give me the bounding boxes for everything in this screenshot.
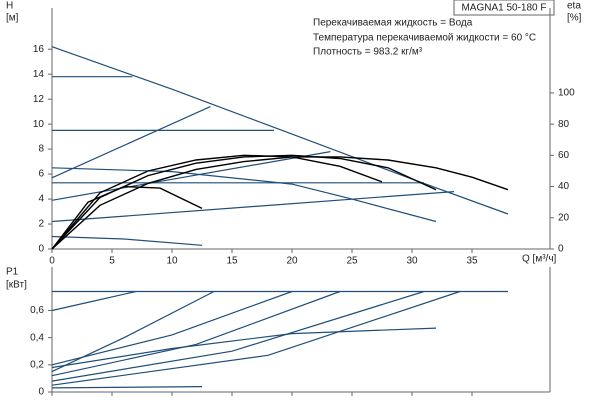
x-tick-label: 35: [466, 256, 478, 267]
annotation: Температура перекачиваемой жидкости = 60…: [313, 33, 536, 44]
y-label: P1: [6, 267, 19, 278]
y-tick-label: 0: [38, 244, 44, 255]
y-unit: [м]: [6, 13, 19, 24]
curve: [51, 167, 437, 223]
annotation: Плотность = 983.2 кг/м³: [313, 47, 423, 58]
title-box: [453, 0, 555, 16]
curve: [51, 154, 383, 250]
y-tick-label: 12: [33, 94, 45, 105]
y-tick-label: 6: [38, 169, 44, 180]
y2-tick-label: 20: [558, 212, 570, 223]
x-tick-label: 0: [49, 256, 55, 267]
curve: [51, 290, 461, 386]
curve: [51, 151, 331, 201]
y2-tick-label: 100: [558, 88, 575, 99]
curve: [51, 156, 509, 250]
y-tick-label: 10: [33, 119, 45, 130]
curve: [51, 106, 211, 179]
x-tick-label: 25: [346, 256, 358, 267]
curve: [51, 290, 137, 312]
curve: [51, 46, 509, 215]
y2-unit: [%]: [567, 13, 582, 24]
curve: [51, 235, 203, 246]
curve: [51, 290, 425, 382]
curve: [51, 290, 215, 373]
y-tick-label: 0: [38, 387, 44, 398]
curve: [51, 327, 437, 369]
y-tick-label: 4: [38, 194, 44, 205]
x-label: Q [м³/ч]: [522, 254, 557, 265]
y2-tick-label: 60: [558, 150, 570, 161]
curve: [51, 386, 203, 389]
x-tick-label: 10: [166, 256, 178, 267]
y-tick-label: 0,2: [30, 359, 44, 370]
curve: [51, 290, 341, 377]
y-tick-label: 14: [33, 69, 45, 80]
y2-tick-label: 80: [558, 119, 570, 130]
y2-label: eta: [567, 1, 581, 12]
y-tick-label: 2: [38, 219, 44, 230]
y-tick-label: 16: [33, 44, 45, 55]
x-tick-label: 5: [109, 256, 115, 267]
curve: [51, 185, 203, 250]
curve: [51, 290, 293, 366]
y-unit: [кВт]: [6, 280, 27, 291]
y2-tick-label: 40: [558, 181, 570, 192]
x-tick-label: 30: [406, 256, 418, 267]
annotation: Перекачиваемая жидкость = Вода: [313, 18, 473, 29]
chart-title: MAGNA1 50-180 F: [461, 3, 546, 14]
x-tick-label: 20: [286, 256, 298, 267]
y-tick-label: 0,6: [30, 305, 44, 316]
y2-tick-label: 0: [558, 244, 564, 255]
x-tick-label: 15: [226, 256, 238, 267]
y-tick-label: 8: [38, 144, 44, 155]
curve: [51, 191, 455, 223]
y-label: H: [6, 1, 13, 12]
y-tick-label: 0,4: [30, 332, 44, 343]
